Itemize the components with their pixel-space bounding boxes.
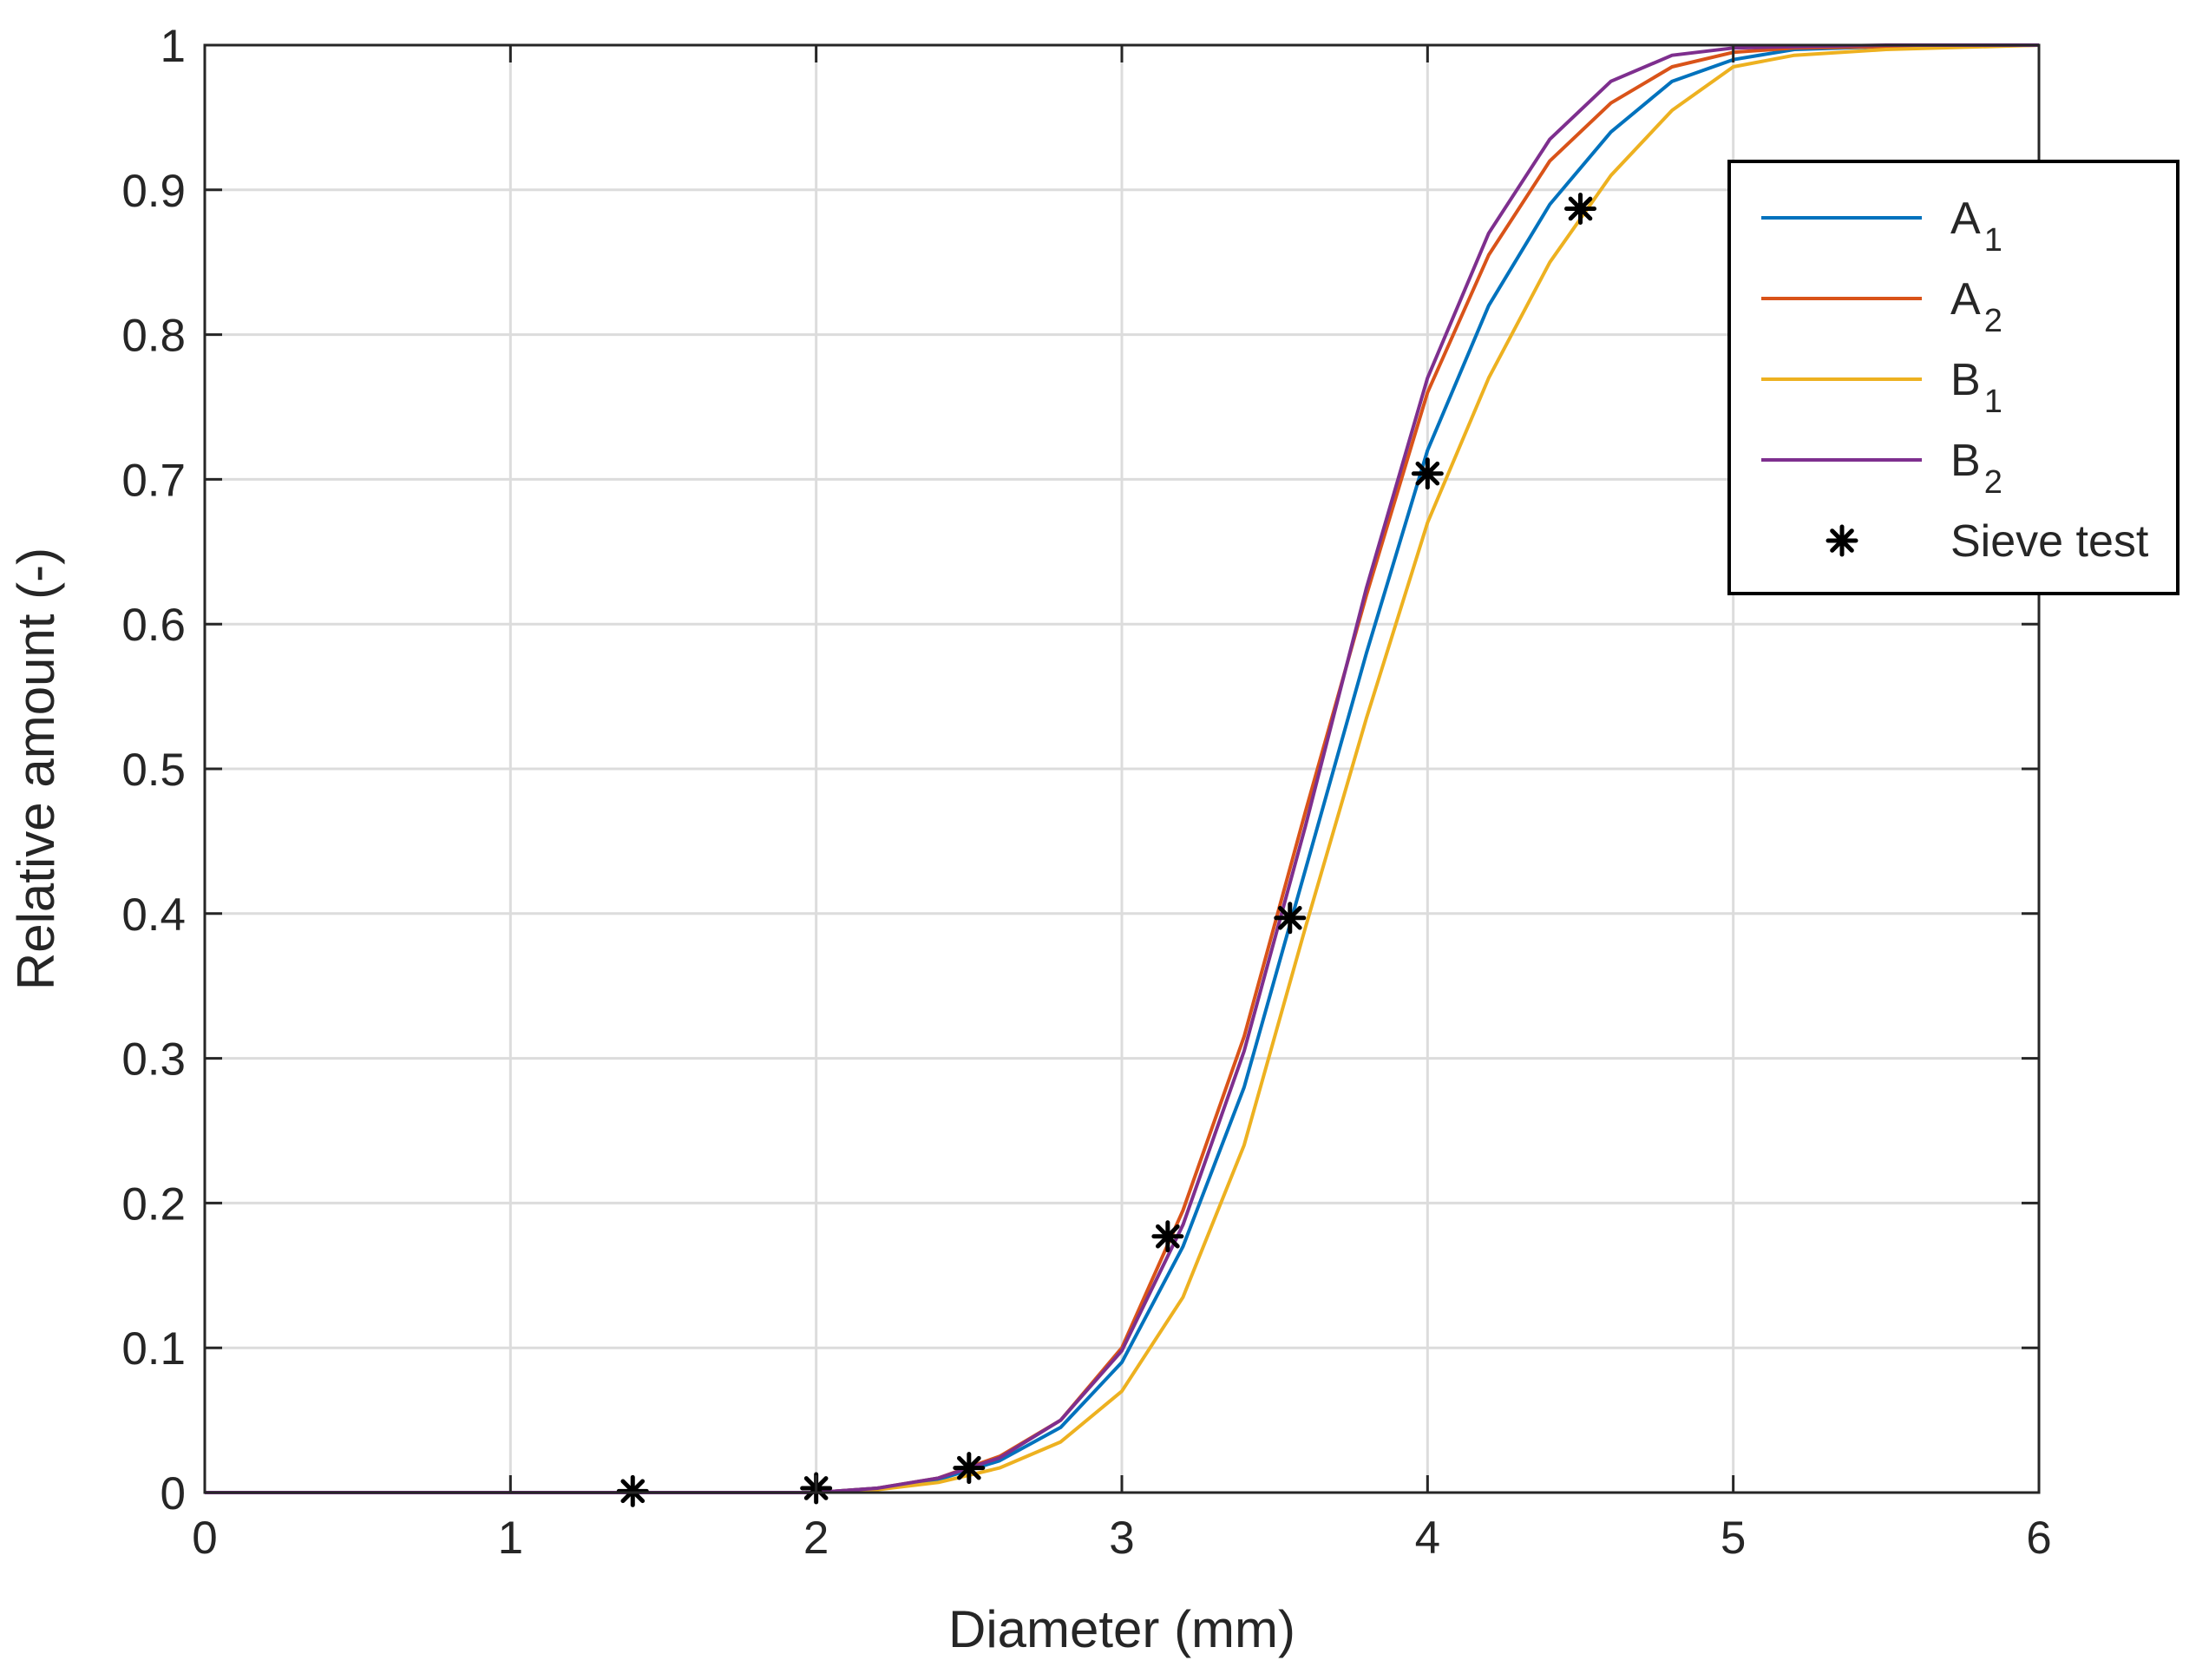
legend-marker-asterisk [1826, 524, 1858, 557]
legend-label: Sieve test [1950, 516, 2149, 567]
sieve-markers [616, 192, 1596, 1507]
asterisk-stroke [1830, 528, 1854, 553]
x-tick-label: 6 [2026, 1513, 2051, 1564]
legend-entry: Sieve test [1826, 516, 2149, 567]
y-tick-label: 0.4 [121, 889, 186, 941]
sieve-test-point [953, 1452, 986, 1485]
legend-name: A [1950, 274, 1981, 325]
legend-subscript: 2 [1984, 303, 2003, 339]
asterisk-stroke [1277, 905, 1302, 930]
y-tick-label: 1 [161, 21, 186, 72]
asterisk-stroke [957, 1455, 981, 1480]
x-tick-label: 5 [1721, 1513, 1746, 1564]
x-tick-label: 0 [192, 1513, 217, 1564]
sieve-test-point [1411, 457, 1444, 490]
y-tick-label: 0.7 [121, 455, 186, 506]
tick-labels: 0 1 2 3 4 5 6 0 0.1 0.2 0.3 0.4 0.5 0.6 0.7 0.8 0.9 1 [121, 21, 2051, 1564]
legend-name: A [1950, 194, 1981, 244]
y-tick-label: 0.8 [121, 311, 186, 362]
legend-name: B [1950, 355, 1981, 405]
series-line-b1 [205, 43, 2040, 1494]
sieve-test-point [1274, 902, 1307, 935]
x-tick-label: 4 [1415, 1513, 1440, 1564]
legend-subscript: 1 [1984, 222, 2003, 259]
legend-name: Sieve test [1950, 516, 2149, 567]
x-axis-label: Diameter (mm) [948, 1600, 1295, 1658]
y-axis-label: Relative amount (-) [7, 548, 65, 990]
sieve-test-point [1151, 1220, 1184, 1253]
legend-name: B [1950, 436, 1981, 486]
x-tick-label: 1 [498, 1513, 523, 1564]
asterisk-stroke [1415, 461, 1440, 486]
y-tick-label: 0.6 [121, 600, 186, 651]
series-lines [205, 43, 2040, 1494]
y-tick-label: 0 [161, 1468, 186, 1519]
sieve-test-point [1564, 192, 1596, 225]
legend-subscript: 1 [1984, 384, 2003, 420]
y-tick-label: 0.1 [121, 1323, 186, 1375]
y-tick-label: 0.3 [121, 1034, 186, 1086]
asterisk-stroke [1568, 196, 1593, 221]
x-tick-label: 3 [1109, 1513, 1134, 1564]
sieve-test-point [616, 1474, 649, 1507]
legend-subscript: 2 [1984, 464, 2003, 501]
asterisk-stroke [620, 1479, 646, 1504]
ticks [203, 43, 2041, 1494]
y-tick-label: 0.2 [121, 1178, 186, 1230]
y-tick-label: 0.5 [121, 745, 186, 796]
x-tick-label: 2 [803, 1513, 829, 1564]
series-line-b2 [205, 43, 2039, 1494]
asterisk-stroke [1156, 1224, 1180, 1249]
y-tick-label: 0.9 [121, 166, 186, 217]
